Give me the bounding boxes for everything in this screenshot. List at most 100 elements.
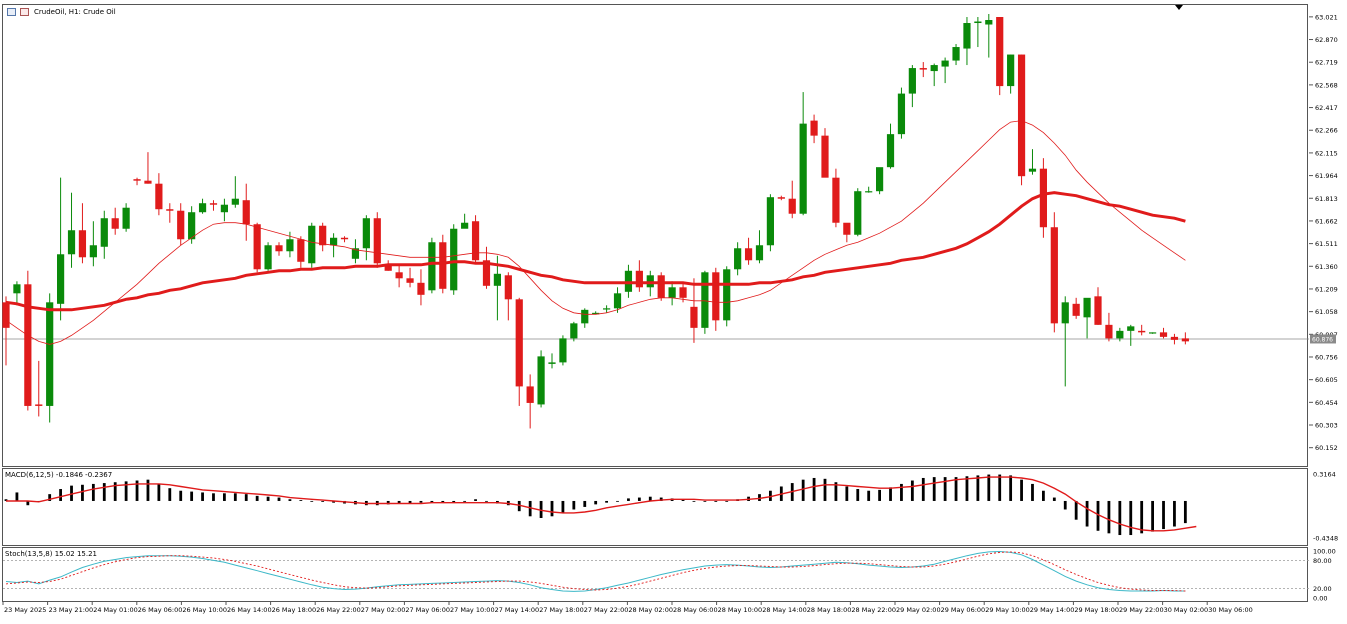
time-tick-label: 27 May 10:00 (450, 606, 495, 614)
candle-body (1159, 332, 1168, 337)
candle-body (471, 221, 480, 261)
candle-body (919, 68, 927, 70)
price-tick-label: 60.152 (1315, 444, 1338, 452)
macd-histogram-bar (692, 500, 696, 502)
candle-body (253, 224, 261, 270)
candle-body (865, 191, 873, 193)
candle (35, 360, 43, 417)
candle-body (1105, 324, 1113, 339)
candle-body (941, 60, 949, 67)
time-tick-label: 29 May 10:00 (985, 606, 1030, 614)
candle-body (78, 230, 87, 258)
candle-body (821, 135, 829, 178)
candle-body (515, 299, 523, 387)
macd-histogram-bar (386, 500, 390, 505)
candle-body (1116, 330, 1124, 339)
candle (515, 297, 523, 406)
candle (996, 17, 1004, 96)
candle-body (155, 183, 163, 210)
macd-histogram-bar (463, 500, 467, 502)
candle (122, 203, 130, 232)
candle (723, 266, 731, 327)
time-tick-label: 26 May 06:00 (138, 606, 183, 614)
macd-histogram-bar (594, 500, 598, 505)
candle (1072, 297, 1080, 319)
candle (373, 212, 381, 268)
candle-body (985, 20, 993, 25)
macd-histogram-bar (932, 477, 936, 501)
macd-histogram-bar (1151, 500, 1154, 532)
candle (974, 17, 982, 48)
macd-histogram-bar (474, 499, 477, 501)
candle (744, 237, 753, 265)
candle (2, 296, 10, 366)
chart-properties-icon[interactable] (20, 8, 29, 16)
candle (308, 222, 316, 268)
candle-body (744, 248, 753, 261)
price-tick-label: 61.964 (1315, 172, 1338, 180)
candle-body (177, 210, 185, 240)
price-tick-label: 62.115 (1315, 149, 1338, 157)
macd-tick-label: 0.3164 (1313, 471, 1336, 479)
macd-histogram-bar (419, 500, 423, 503)
macd-histogram-bar (703, 500, 707, 502)
macd-histogram-bar (801, 479, 805, 501)
macd-histogram-bar (81, 484, 84, 501)
candle (351, 239, 360, 264)
macd-histogram-bar (845, 486, 849, 501)
candle-body (482, 260, 491, 286)
candle-body (1181, 338, 1189, 342)
price-tick-label: 61.662 (1315, 217, 1338, 225)
candle (275, 242, 283, 256)
candle-body (166, 209, 174, 211)
candle-body (220, 204, 228, 213)
macd-histogram-bar (321, 500, 325, 502)
price-tick-label: 60.454 (1315, 399, 1338, 407)
candle-body (144, 180, 152, 184)
candle (1094, 287, 1102, 325)
candle-body (231, 198, 239, 205)
macd-histogram-bar (1063, 500, 1067, 510)
macd-histogram-bar (812, 477, 816, 501)
chart-window-icon[interactable] (7, 8, 16, 16)
candle-body (242, 200, 250, 225)
candle (319, 222, 327, 252)
candle (155, 173, 163, 216)
candle (100, 210, 108, 259)
price-tick-label: 61.209 (1315, 285, 1338, 293)
candle (1061, 296, 1069, 387)
candle-body (930, 65, 938, 72)
macd-histogram-bar (1042, 490, 1045, 501)
macd-histogram-bar (856, 489, 860, 501)
candle (362, 215, 370, 261)
macd-histogram-bar (616, 500, 619, 502)
macd-histogram-bar (1096, 500, 1100, 531)
macd-histogram-bar (430, 500, 434, 503)
candle-body (526, 386, 534, 403)
macd-histogram-bar (1162, 500, 1165, 530)
macd-histogram-bar (15, 492, 19, 501)
stoch-indicator-label: Stoch(13,5,8) 15.02 15.21 (5, 550, 98, 558)
price-tick-label: 60.605 (1315, 376, 1338, 384)
macd-histogram-bar (485, 500, 488, 502)
macd-histogram-bar (1107, 500, 1111, 534)
macd-histogram-bar (441, 500, 445, 503)
time-tick-label: 27 May 18:00 (539, 606, 584, 614)
macd-histogram-bar (255, 495, 259, 501)
candle-body (963, 23, 971, 49)
candle (548, 353, 556, 369)
macd-histogram-bar (572, 500, 576, 510)
candle-body (428, 242, 436, 291)
candle (1127, 324, 1135, 346)
price-tick-label: 61.511 (1315, 240, 1338, 248)
macd-histogram-bar (954, 477, 958, 501)
macd-histogram-bar (4, 499, 8, 501)
stoch-panel (2, 547, 1308, 602)
macd-histogram-bar (550, 500, 554, 517)
candle-body (450, 228, 458, 291)
candle-body (1039, 168, 1047, 228)
time-tick-label: 26 May 22:00 (316, 606, 361, 614)
candle (755, 230, 764, 264)
candle (668, 281, 676, 306)
